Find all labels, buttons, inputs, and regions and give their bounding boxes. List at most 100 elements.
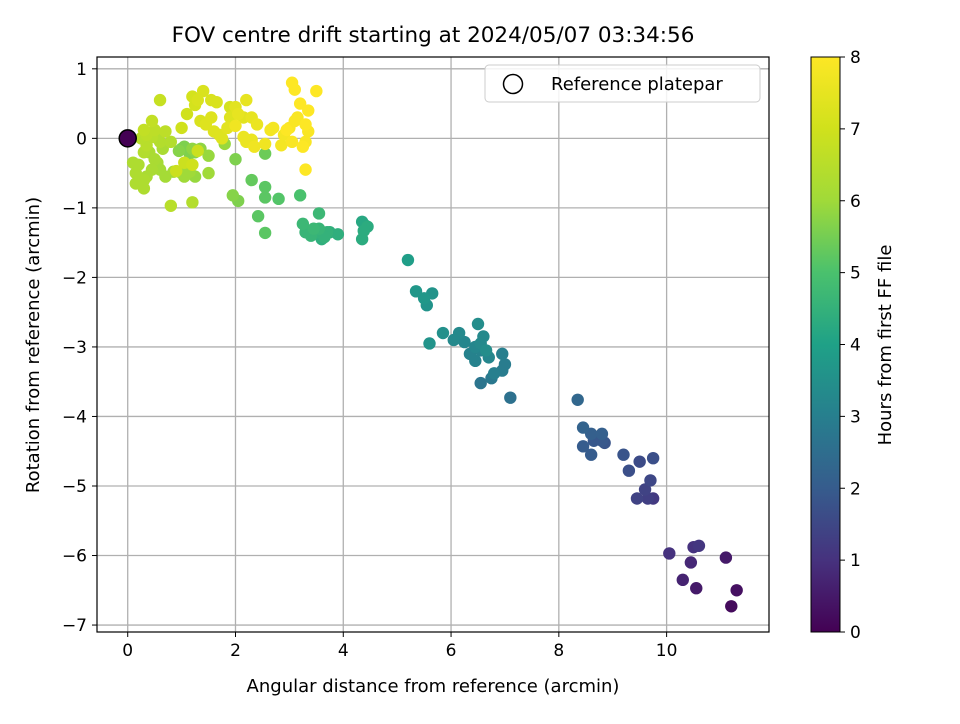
colorbar-tick-label: 3	[850, 407, 861, 427]
colorbar-tick-label: 7	[850, 120, 861, 140]
data-point	[409, 285, 423, 298]
x-tick-label: 2	[230, 641, 241, 661]
data-point	[310, 84, 323, 98]
data-point	[307, 222, 320, 235]
data-point	[479, 344, 493, 357]
data-point	[186, 158, 199, 171]
data-point	[299, 118, 312, 131]
data-point	[258, 147, 272, 160]
data-point	[676, 573, 689, 587]
data-point	[202, 166, 215, 180]
data-point	[237, 130, 250, 144]
data-point	[240, 93, 253, 107]
data-point	[595, 427, 609, 441]
data-point	[186, 196, 199, 209]
data-point	[576, 421, 590, 434]
data-point	[258, 191, 272, 204]
y-tick-label: −4	[62, 407, 87, 427]
data-point	[458, 335, 471, 349]
data-point	[258, 137, 272, 151]
x-tick-label: 10	[656, 641, 678, 661]
data-point	[164, 135, 178, 149]
data-point	[285, 135, 299, 149]
data-point	[622, 464, 636, 477]
points-layer	[126, 76, 743, 613]
legend-box	[484, 64, 761, 103]
data-point	[725, 600, 738, 613]
data-point	[638, 483, 652, 496]
data-point	[417, 292, 431, 305]
data-point	[436, 326, 450, 340]
x-tick-label: 8	[553, 641, 564, 661]
colorbar-tick-label: 6	[850, 192, 861, 212]
y-tick-label: −3	[62, 338, 87, 358]
data-point	[170, 164, 183, 178]
data-point	[401, 253, 415, 267]
data-point	[496, 347, 509, 361]
data-point	[296, 140, 310, 153]
data-point	[571, 393, 584, 406]
data-point	[730, 584, 743, 597]
data-point	[646, 451, 660, 465]
legend-label: Reference platepar	[551, 74, 723, 95]
data-point	[584, 448, 598, 461]
data-point	[633, 455, 646, 468]
data-point	[280, 123, 293, 137]
colorbar: 0 1 2 3 4 5 6 7 8 Hours from first FF file	[810, 48, 896, 643]
data-point	[357, 224, 370, 238]
legend: Reference platepar	[484, 64, 761, 103]
x-tick-label: 4	[338, 641, 349, 661]
data-point	[226, 189, 240, 202]
data-point	[191, 93, 204, 107]
colorbar-tick-label: 2	[850, 479, 861, 499]
data-point	[231, 107, 245, 121]
grid-layer	[97, 57, 769, 632]
data-point	[172, 144, 186, 158]
data-point	[498, 358, 512, 371]
y-tick-label: −7	[62, 616, 87, 636]
data-point	[137, 123, 151, 137]
y-tick-label: 1	[76, 60, 87, 80]
legend-marker-icon	[502, 73, 524, 95]
data-point	[474, 376, 487, 390]
reference-marker	[118, 129, 137, 148]
colorbar-gradient	[810, 56, 841, 633]
data-point	[145, 114, 159, 128]
data-point	[471, 317, 485, 331]
chart-title: FOV centre drift starting at 2024/05/07 …	[172, 23, 695, 48]
data-point	[504, 391, 517, 404]
data-point	[684, 556, 698, 569]
data-point	[477, 330, 490, 343]
y-tick-label: 0	[76, 129, 87, 149]
data-point	[293, 97, 307, 110]
colorbar-tick-label: 5	[850, 264, 861, 284]
colorbar-label: Hours from first FF file	[875, 245, 896, 446]
data-point	[245, 173, 258, 187]
colorbar-tick-label: 4	[850, 336, 861, 356]
data-point	[630, 492, 644, 505]
data-point	[423, 337, 436, 350]
colorbar-ticks: 0 1 2 3 4 5 6 7 8	[840, 48, 861, 643]
colorbar-tick-label: 0	[850, 623, 861, 643]
data-point	[663, 547, 676, 560]
data-point	[126, 156, 140, 169]
data-point	[690, 581, 703, 595]
y-tick-label: −6	[62, 547, 87, 567]
x-axis-label: Angular distance from reference (arcmin)	[247, 676, 620, 697]
data-point	[288, 83, 301, 96]
x-tick-label: 6	[446, 641, 457, 661]
data-point	[275, 139, 288, 152]
data-point	[159, 170, 172, 183]
data-point	[180, 107, 194, 121]
data-point	[159, 125, 172, 138]
data-point	[191, 144, 204, 158]
data-point	[250, 118, 264, 131]
data-point	[293, 189, 307, 202]
data-point	[202, 149, 215, 162]
y-tick-label: −1	[62, 199, 87, 219]
data-point	[251, 210, 265, 223]
data-point	[296, 217, 310, 231]
